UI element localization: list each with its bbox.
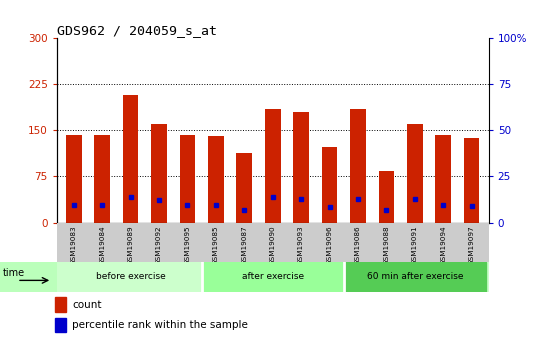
Text: GSM19087: GSM19087	[241, 226, 247, 265]
Text: GSM19095: GSM19095	[185, 226, 191, 265]
Text: GDS962 / 204059_s_at: GDS962 / 204059_s_at	[57, 24, 217, 37]
Text: GSM19083: GSM19083	[71, 226, 77, 265]
Bar	[322, 147, 338, 223]
Bar	[55, 297, 66, 312]
Text: GSM19090: GSM19090	[269, 226, 276, 265]
Text: GSM19084: GSM19084	[99, 226, 105, 265]
Bar	[464, 138, 480, 223]
Text: percentile rank within the sample: percentile rank within the sample	[72, 320, 248, 330]
Bar	[180, 135, 195, 223]
Text: GSM19086: GSM19086	[355, 226, 361, 265]
Bar	[265, 109, 280, 223]
Text: GSM19091: GSM19091	[412, 226, 418, 265]
Text: GSM19085: GSM19085	[213, 226, 219, 265]
Bar	[350, 109, 366, 223]
Text: GSM19096: GSM19096	[327, 226, 333, 265]
Bar	[407, 124, 423, 223]
Bar	[293, 112, 309, 223]
Bar	[55, 317, 66, 332]
Bar	[379, 171, 394, 223]
Text: GSM19093: GSM19093	[298, 226, 304, 265]
Text: time: time	[3, 268, 25, 278]
Bar	[435, 135, 451, 223]
Text: GSM19092: GSM19092	[156, 226, 162, 265]
Bar	[59, 262, 201, 292]
Bar	[94, 135, 110, 223]
Text: GSM19097: GSM19097	[469, 226, 475, 265]
Text: 60 min after exercise: 60 min after exercise	[367, 272, 463, 282]
Text: after exercise: after exercise	[241, 272, 304, 282]
Bar	[201, 262, 344, 292]
Bar	[151, 124, 167, 223]
Bar	[66, 135, 82, 223]
Text: GSM19094: GSM19094	[440, 226, 446, 265]
Bar	[237, 153, 252, 223]
Text: GSM19089: GSM19089	[127, 226, 133, 265]
Text: GSM19088: GSM19088	[383, 226, 389, 265]
Text: count: count	[72, 300, 102, 310]
Bar	[123, 95, 138, 223]
Bar	[344, 262, 486, 292]
Bar	[208, 136, 224, 223]
Text: before exercise: before exercise	[96, 272, 165, 282]
